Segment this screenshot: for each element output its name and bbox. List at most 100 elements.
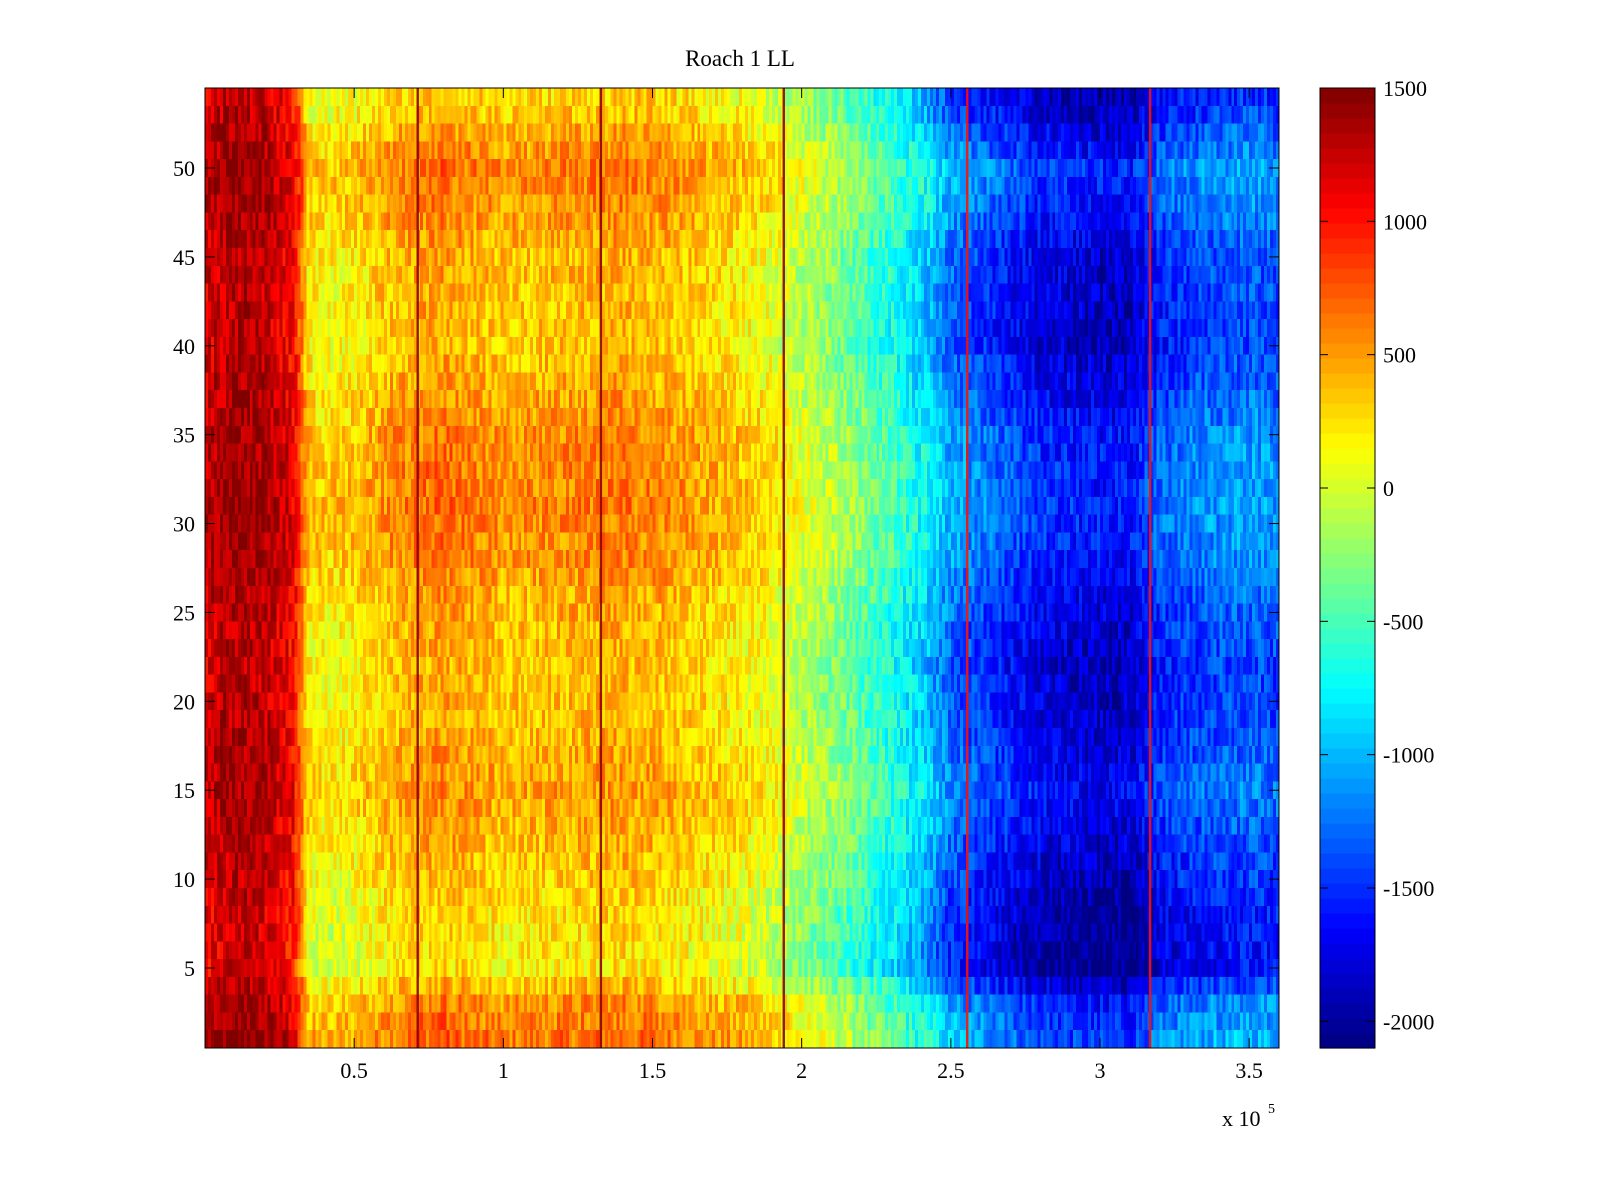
colorbar-step	[1320, 328, 1375, 344]
x-exponent-base: x 10	[1222, 1106, 1261, 1131]
colorbar-step	[1320, 703, 1375, 719]
colorbar-step	[1320, 1003, 1375, 1019]
colorbar-step	[1320, 643, 1375, 659]
chart-title: Roach 1 LL	[685, 46, 795, 71]
colorbar-step	[1320, 253, 1375, 269]
x-axis: 0.5 1 1.5 2 2.5 3 3.5	[340, 88, 1263, 1083]
colorbar-tick-label: -1000	[1383, 743, 1434, 768]
colorbar-step	[1320, 838, 1375, 854]
y-tick-label: 20	[173, 689, 195, 714]
colorbar-step	[1320, 133, 1375, 149]
colorbar-step	[1320, 568, 1375, 584]
heatmap-plot-area	[205, 88, 1279, 1048]
colorbar-step	[1320, 148, 1375, 164]
colorbar-step	[1320, 433, 1375, 449]
colorbar-tick-label: 0	[1383, 476, 1394, 501]
colorbar-step	[1320, 928, 1375, 944]
colorbar-step	[1320, 118, 1375, 134]
colorbar-step	[1320, 313, 1375, 329]
colorbar-step	[1320, 343, 1375, 359]
colorbar-step	[1320, 868, 1375, 884]
y-tick-label: 25	[173, 600, 195, 625]
colorbar-step	[1320, 988, 1375, 1004]
x-tick-label: 2.5	[937, 1058, 965, 1083]
colorbar-step	[1320, 163, 1375, 179]
colorbar-step	[1320, 673, 1375, 689]
colorbar-step	[1320, 508, 1375, 524]
colorbar-step	[1320, 538, 1375, 554]
colorbar-step	[1320, 943, 1375, 959]
colorbar-step	[1320, 658, 1375, 674]
colorbar-tick-label: 1000	[1383, 209, 1427, 234]
colorbar-frame	[1319, 87, 1376, 1049]
x-tick-label: 2	[796, 1058, 807, 1083]
colorbar-step	[1320, 178, 1375, 194]
colorbar-step	[1320, 583, 1375, 599]
x-tick-label: 1.5	[639, 1058, 667, 1083]
colorbar-step	[1320, 523, 1375, 539]
colorbar-axis: 1500 1000 500 0 -500 -1000 -1500 -2000	[1320, 76, 1434, 1034]
colorbar-step	[1320, 958, 1375, 974]
colorbar-step	[1320, 898, 1375, 914]
colorbar-step	[1320, 553, 1375, 569]
colorbar-step	[1320, 808, 1375, 824]
colorbar-step	[1320, 373, 1375, 389]
colorbar-step	[1320, 823, 1375, 839]
y-tick-label: 45	[173, 245, 195, 270]
colorbar-step	[1320, 598, 1375, 614]
colorbar-step	[1320, 388, 1375, 404]
colorbar-step	[1320, 193, 1375, 209]
colorbar-step	[1320, 298, 1375, 314]
y-tick-label: 40	[173, 334, 195, 359]
colorbar-step	[1320, 763, 1375, 779]
colorbar-step	[1320, 733, 1375, 749]
colorbar-step	[1320, 403, 1375, 419]
colorbar-step	[1320, 103, 1375, 119]
colorbar-step	[1320, 853, 1375, 869]
x-tick-label: 1	[498, 1058, 509, 1083]
heatmap-image	[205, 88, 1279, 1048]
colorbar-step	[1320, 913, 1375, 929]
colorbar-tick-label: 1500	[1383, 76, 1427, 101]
colorbar-step	[1320, 448, 1375, 464]
colorbar-step	[1320, 208, 1375, 224]
colorbar-step	[1320, 238, 1375, 254]
colorbar-step	[1320, 463, 1375, 479]
y-tick-label: 10	[173, 867, 195, 892]
colorbar-step	[1320, 268, 1375, 284]
y-axis: 5 10 15 20 25 30 35 40 45 50	[173, 156, 1279, 981]
colorbar-step	[1320, 973, 1375, 989]
colorbar-step	[1320, 613, 1375, 629]
x-tick-label: 0.5	[340, 1058, 368, 1083]
colorbar-step	[1320, 688, 1375, 704]
colorbar-step	[1320, 883, 1375, 899]
y-tick-label: 30	[173, 512, 195, 537]
colorbar-step	[1320, 283, 1375, 299]
colorbar-step	[1320, 628, 1375, 644]
plot-frame	[204, 87, 1280, 1049]
colorbar-step	[1320, 1018, 1375, 1034]
x-tick-label: 3	[1095, 1058, 1106, 1083]
colorbar-step	[1320, 223, 1375, 239]
x-tick-label: 3.5	[1235, 1058, 1263, 1083]
colorbar-tick-label: 500	[1383, 343, 1416, 368]
colorbar-step	[1320, 748, 1375, 764]
colorbar-step	[1320, 1033, 1375, 1049]
colorbar-tick-label: -500	[1383, 609, 1423, 634]
colorbar-tick-label: -1500	[1383, 876, 1434, 901]
colorbar-step	[1320, 793, 1375, 809]
colorbar-step	[1320, 493, 1375, 509]
x-exponent-label: x 10 5	[1222, 1102, 1275, 1131]
y-tick-label: 5	[184, 956, 195, 981]
colorbar	[1320, 88, 1375, 1049]
y-tick-label: 15	[173, 778, 195, 803]
colorbar-step	[1320, 418, 1375, 434]
colorbar-step	[1320, 478, 1375, 494]
y-tick-label: 35	[173, 423, 195, 448]
colorbar-step	[1320, 778, 1375, 794]
x-exponent-power: 5	[1268, 1102, 1275, 1117]
colorbar-step	[1320, 718, 1375, 734]
colorbar-step	[1320, 358, 1375, 374]
y-tick-label: 50	[173, 156, 195, 181]
